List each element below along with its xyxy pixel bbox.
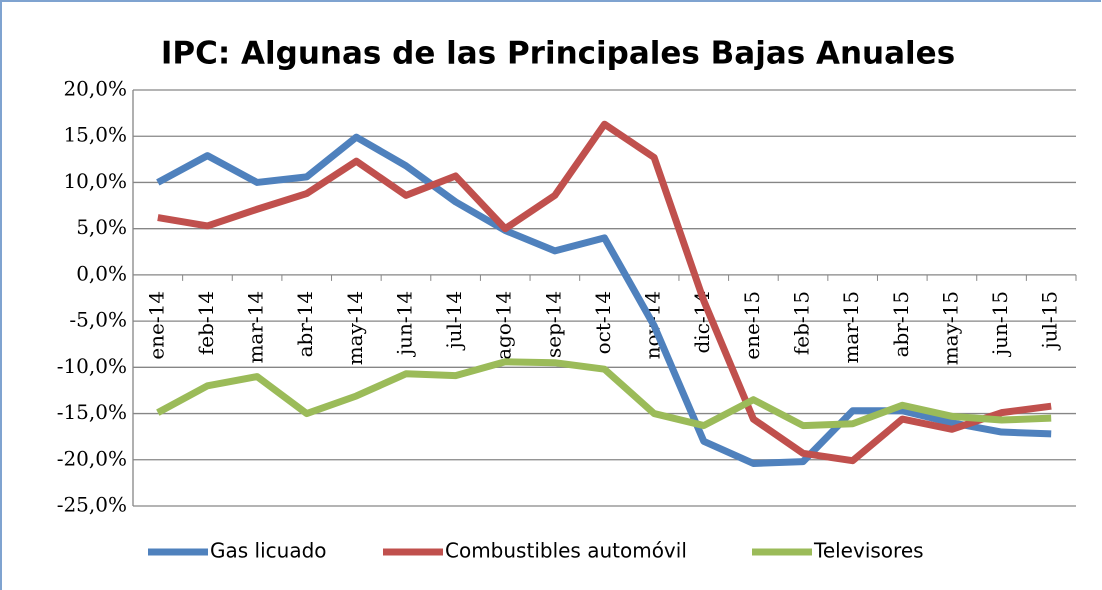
chart-title: IPC: Algunas de las Principales Bajas An… [161, 36, 955, 72]
y-tick-label: 10,0% [63, 169, 127, 193]
series-line [157, 120, 1052, 465]
x-tick-label: ene-14 [144, 291, 168, 360]
x-tick-label: may-14 [343, 291, 367, 365]
x-tick-label: may-15 [938, 291, 962, 365]
y-tick-label: -25,0% [57, 493, 127, 517]
x-tick-label: ene-15 [740, 291, 764, 360]
x-tick-label: oct-14 [591, 291, 615, 355]
y-tick-label: 5,0% [76, 215, 127, 239]
y-tick-label: -5,0% [69, 308, 127, 332]
y-tick-label: -15,0% [57, 400, 127, 424]
y-tick-label: 20,0% [63, 77, 127, 101]
x-tick-label: jun-15 [988, 291, 1012, 357]
legend-label: Gas licuado [210, 539, 327, 563]
x-tick-label: abr-15 [889, 291, 913, 358]
legend-label: Combustibles automóvil [445, 539, 687, 563]
y-tick-label: -20,0% [57, 446, 127, 470]
x-tick-label: jun-14 [392, 291, 416, 357]
x-tick-label: mar-15 [839, 291, 863, 364]
x-tick-label: jul-14 [442, 291, 466, 351]
x-tick-label: sep-14 [541, 291, 565, 358]
x-tick-label: feb-15 [790, 291, 814, 355]
x-tick-label: feb-14 [194, 291, 218, 355]
x-tick-label: ago-14 [492, 291, 516, 360]
y-tick-label: -10,0% [57, 354, 127, 378]
series-line [156, 133, 1052, 467]
x-tick-label: mar-14 [244, 291, 268, 364]
series-line [156, 358, 1052, 430]
y-tick-label: 0,0% [76, 261, 127, 285]
legend-label: Televisores [813, 539, 924, 563]
y-tick-label: 15,0% [63, 123, 127, 147]
x-tick-label: abr-14 [293, 291, 317, 358]
x-tick-label: jul-15 [1038, 291, 1062, 351]
